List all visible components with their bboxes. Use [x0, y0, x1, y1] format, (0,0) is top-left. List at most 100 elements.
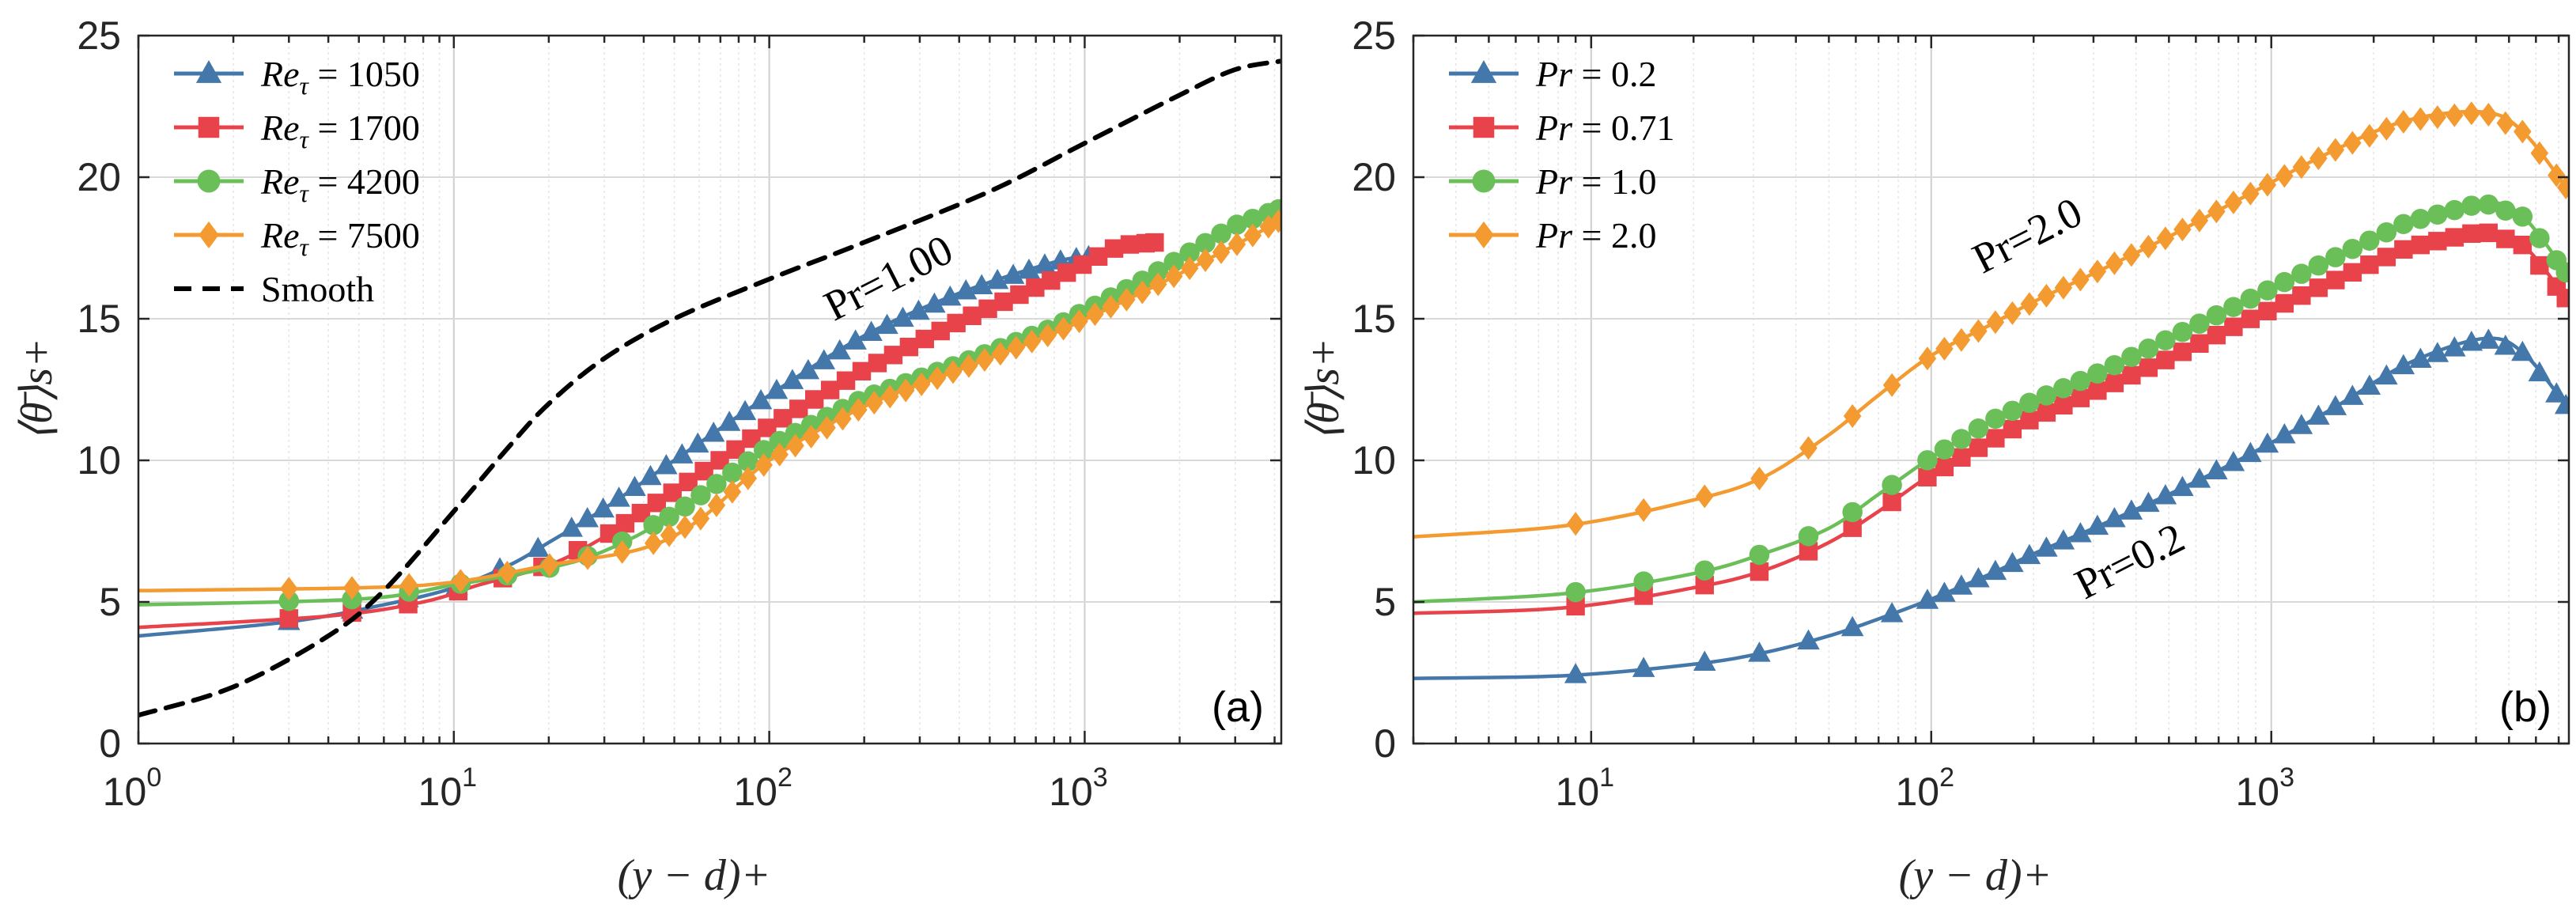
- series-line-5: [138, 59, 1281, 718]
- legend-marker: [195, 60, 222, 83]
- data-point: [769, 430, 790, 452]
- data-point: [758, 418, 777, 437]
- data-point: [1840, 615, 1864, 637]
- data-point: [781, 369, 804, 389]
- x-axis-label: (y − d)+: [618, 851, 771, 900]
- data-point: [939, 285, 962, 306]
- xtick-label: 102: [1896, 763, 1955, 814]
- axes-frame: [137, 34, 1283, 745]
- data-point: [615, 513, 635, 533]
- data-point: [342, 576, 361, 600]
- legend-label: Reτ = 1700: [260, 108, 420, 153]
- data-point: [2376, 221, 2397, 243]
- data-point: [1842, 501, 1863, 523]
- data-point: [1017, 258, 1041, 279]
- data-point: [2324, 395, 2347, 415]
- data-point: [2555, 262, 2569, 283]
- data-point: [1195, 233, 1216, 254]
- data-point: [1212, 240, 1231, 264]
- data-point: [742, 429, 761, 448]
- data-point: [2478, 194, 2499, 215]
- data-point: [2494, 335, 2517, 355]
- data-point: [1694, 560, 1715, 581]
- data-point: [631, 504, 651, 523]
- data-point: [1196, 248, 1215, 273]
- data-point: [691, 506, 710, 531]
- legend-marker: [1473, 221, 1494, 248]
- data-point: [526, 536, 550, 558]
- data-point: [2461, 195, 2482, 216]
- legend-label: Reτ = 7500: [260, 215, 420, 261]
- data-point: [2513, 235, 2532, 255]
- data-point: [2224, 317, 2243, 336]
- data-point: [1951, 429, 1972, 449]
- axes-frame: [1412, 34, 2570, 745]
- data-point: [2121, 346, 2142, 367]
- data-point: [931, 321, 950, 341]
- data-point: [2409, 347, 2432, 368]
- data-point: [2358, 374, 2381, 395]
- data-point: [2239, 441, 2262, 463]
- data-point: [2514, 119, 2532, 144]
- data-point: [452, 569, 470, 593]
- data-point: [2529, 228, 2550, 248]
- series-markers-2: [1566, 223, 2569, 616]
- data-point: [2342, 238, 2363, 259]
- data-point: [1952, 327, 1971, 352]
- data-point: [2188, 467, 2211, 488]
- data-point: [2019, 392, 2040, 414]
- data-point: [710, 451, 729, 470]
- data-point: [280, 577, 298, 601]
- data-point: [643, 515, 664, 535]
- panel-label: (b): [2499, 683, 2551, 731]
- data-point: [947, 313, 966, 333]
- data-point: [1843, 518, 1862, 537]
- legend-label: Pr = 0.71: [1535, 108, 1674, 148]
- data-point: [607, 486, 630, 507]
- data-point: [2137, 491, 2160, 513]
- data-point: [1935, 336, 1954, 361]
- series-line-3: [138, 206, 1281, 607]
- ticks: 0 5 10 15 20 25 101 102 103: [1352, 13, 2569, 814]
- xtick-label: 103: [2235, 763, 2294, 814]
- data-point: [498, 560, 516, 585]
- series-markers-3: [1565, 194, 2569, 603]
- data-point: [1566, 596, 1585, 616]
- panel-label: (a): [1212, 683, 1264, 731]
- legend-marker: [1472, 169, 1496, 193]
- data-point: [733, 399, 757, 421]
- data-point: [2496, 229, 2515, 248]
- data-point: [844, 329, 867, 350]
- data-point: [644, 531, 663, 555]
- data-point: [1986, 429, 2005, 448]
- ytick-label: 15: [1352, 297, 1396, 341]
- data-point: [1933, 581, 1956, 602]
- data-point: [828, 339, 851, 360]
- data-point: [786, 433, 804, 458]
- data-point: [2341, 384, 2364, 405]
- data-point: [2018, 543, 2041, 565]
- data-point: [852, 361, 872, 381]
- data-point: [2172, 321, 2193, 342]
- data-point: [2104, 354, 2125, 376]
- data-point: [2088, 259, 2107, 284]
- xtick-label: 100: [103, 763, 162, 814]
- data-point: [2512, 206, 2533, 227]
- data-point: [2477, 328, 2500, 349]
- legend-label: Pr = 1.0: [1535, 161, 1656, 202]
- data-point: [1750, 466, 1768, 490]
- data-point: [2001, 551, 2024, 573]
- data-point: [2530, 141, 2549, 165]
- data-point: [1163, 252, 1184, 272]
- data-point: [2392, 354, 2415, 375]
- data-point: [963, 306, 982, 325]
- data-point: [1633, 571, 1654, 592]
- data-point: [2139, 358, 2158, 377]
- data-point: [2511, 340, 2534, 361]
- data-point: [2443, 336, 2466, 357]
- data-point: [2207, 326, 2226, 345]
- data-point: [2427, 204, 2448, 225]
- data-point: [1950, 574, 1973, 595]
- data-point: [985, 268, 1009, 289]
